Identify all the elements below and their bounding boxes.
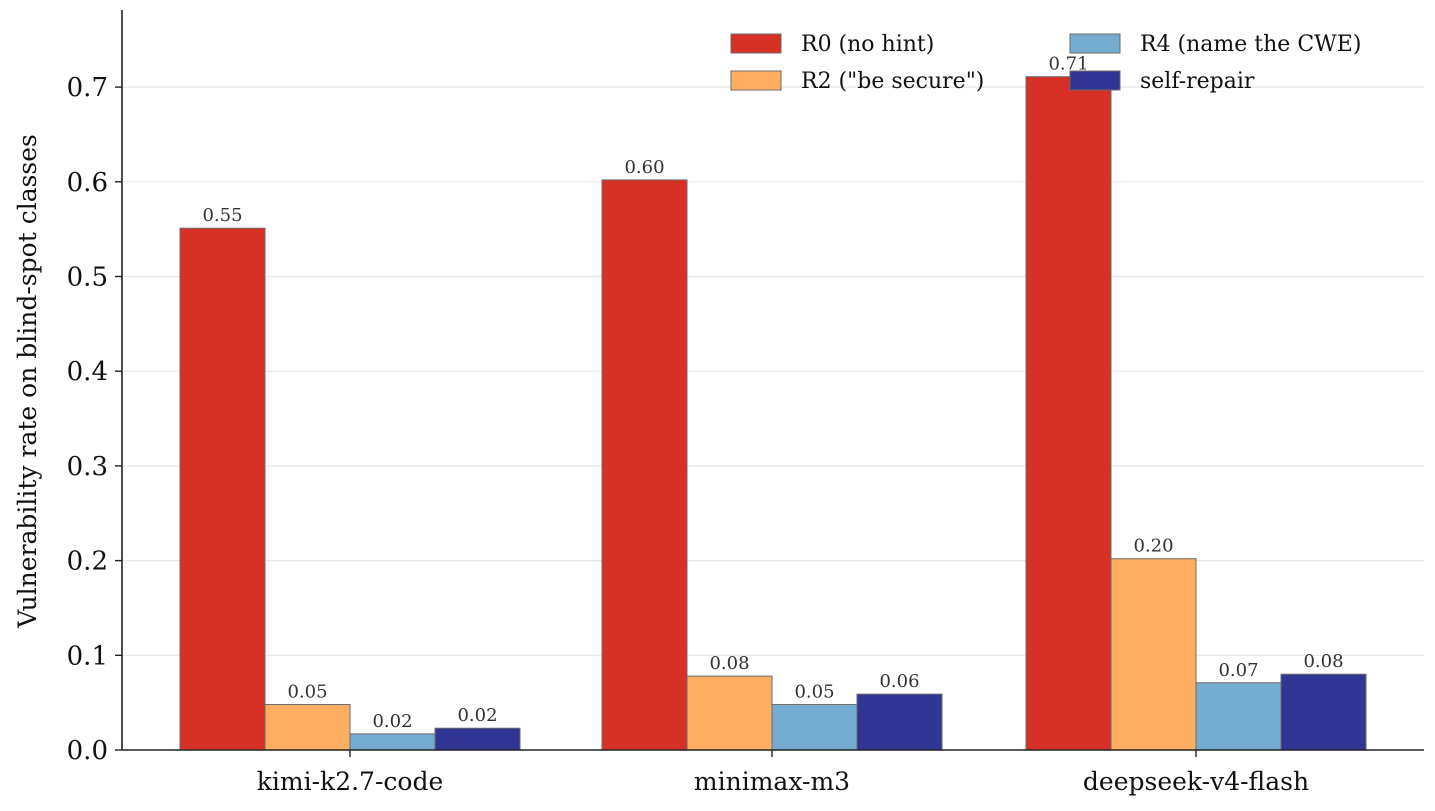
bar [856,693,943,751]
data-label: 0.07 [1218,660,1258,681]
y-tick-label: 0.3 [67,452,108,482]
x-tick-layer: kimi-k2.7-code minimax-m3 deepseek-v4-flas… [257,750,1309,796]
data-label: 0.71 [1048,54,1088,75]
legend: R0 (no hint) R2 ("be secure") R4 (name the… [730,32,1361,94]
bar [434,727,521,751]
y-axis-title: Vulnerability rate on blind-spot classes [13,134,42,629]
bar [264,704,351,751]
grid-layer [122,86,1424,656]
data-label: 0.02 [457,705,497,726]
bar [179,227,266,751]
y-tick-layer: 0.0 0.1 0.2 0.3 0.4 0.5 0.6 0.7 [67,73,122,766]
data-label: 0.08 [709,653,749,674]
data-label: 0.06 [879,671,919,692]
bar [1280,673,1367,751]
y-tick-label: 0.4 [67,357,108,387]
bar [1025,76,1112,751]
y-tick-label: 0.7 [67,73,108,103]
x-tick-label: deepseek-v4-flash [1083,767,1309,796]
data-label: 0.02 [372,711,412,732]
y-tick-label: 0.5 [67,263,108,293]
data-label: 0.55 [202,205,242,226]
y-tick-label: 0.1 [67,641,108,671]
data-label: 0.05 [287,682,327,703]
bar [1195,682,1282,751]
data-label-layer: 0.55 0.05 0.02 0.02 0.60 0.08 0.05 0.06 0.71 0.20… [202,54,1343,732]
x-tick-label: minimax-m3 [694,767,850,796]
legend-swatch [730,70,782,91]
data-label: 0.05 [794,682,834,703]
bar [1110,558,1197,751]
bar [771,704,858,751]
legend-swatch [1069,33,1121,54]
legend-label: R2 ("be secure") [801,69,984,94]
bar-layer [179,76,1367,751]
legend-label: self-repair [1140,69,1255,94]
axis-layer [121,10,1424,751]
legend-label: R0 (no hint) [801,32,934,57]
y-tick-label: 0.2 [67,547,108,577]
data-label: 0.20 [1133,536,1173,557]
x-tick-label: kimi-k2.7-code [257,767,444,796]
data-label: 0.60 [624,157,664,178]
legend-swatch [1069,70,1121,91]
legend-label: R4 (name the CWE) [1140,32,1361,57]
legend-swatch [730,33,782,54]
bar [601,179,688,751]
data-label: 0.08 [1303,651,1343,672]
y-tick-label: 0.6 [67,168,108,198]
y-tick-label: 0.0 [67,736,108,766]
bar [349,733,436,751]
bar [686,675,773,751]
